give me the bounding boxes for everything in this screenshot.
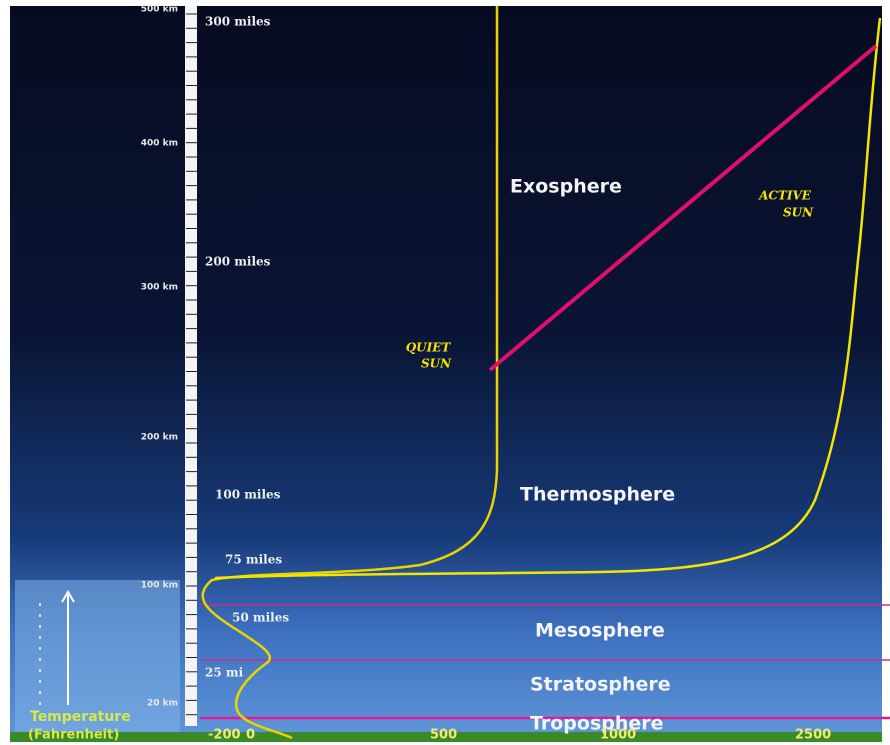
temperature-title: Temperature: [30, 709, 131, 725]
temperature-tick: -200: [208, 728, 241, 743]
km-label: 200 km: [141, 433, 178, 443]
temperature-unit: (Fahrenheit): [28, 728, 119, 743]
temperature-tick: 0: [246, 728, 255, 743]
ruler-ticks: [186, 13, 197, 716]
km-label: 20 km: [147, 699, 178, 709]
temperature-tick: 1000: [600, 728, 636, 743]
temperature-tick: 500: [430, 728, 457, 743]
temperature-inset: [15, 580, 180, 732]
temperature-tick: 2500: [795, 728, 831, 743]
quiet-sun-label: QUIET: [406, 341, 452, 355]
km-label: 300 km: [141, 283, 178, 293]
quiet-sun-label: SUN: [421, 357, 452, 371]
inset-arrow-head: [61, 590, 75, 603]
miles-label: 200 miles: [205, 255, 271, 269]
layer-label: Troposphere: [530, 713, 664, 735]
quiet-sun-curve: [201, 6, 499, 740]
active-sun-curve: [214, 17, 882, 580]
active-sun-label: SUN: [783, 206, 814, 220]
km-label: 100 km: [141, 581, 178, 591]
sun-range-line: [488, 44, 878, 372]
active-sun-label: ACTIVE: [758, 189, 812, 203]
miles-label: 300 miles: [205, 15, 271, 29]
layer-label: Mesosphere: [535, 620, 665, 642]
miles-label: 100 miles: [215, 488, 281, 502]
km-label: 500 km: [141, 5, 178, 15]
layer-label: Exosphere: [510, 176, 622, 198]
layer-label: Thermosphere: [520, 484, 675, 506]
miles-label: 25 mi: [205, 666, 244, 680]
miles-label: 50 miles: [232, 611, 289, 625]
ground-strip: [10, 732, 882, 742]
km-label: 400 km: [141, 139, 178, 149]
miles-label: 75 miles: [225, 553, 282, 567]
layer-label: Stratosphere: [530, 674, 671, 696]
